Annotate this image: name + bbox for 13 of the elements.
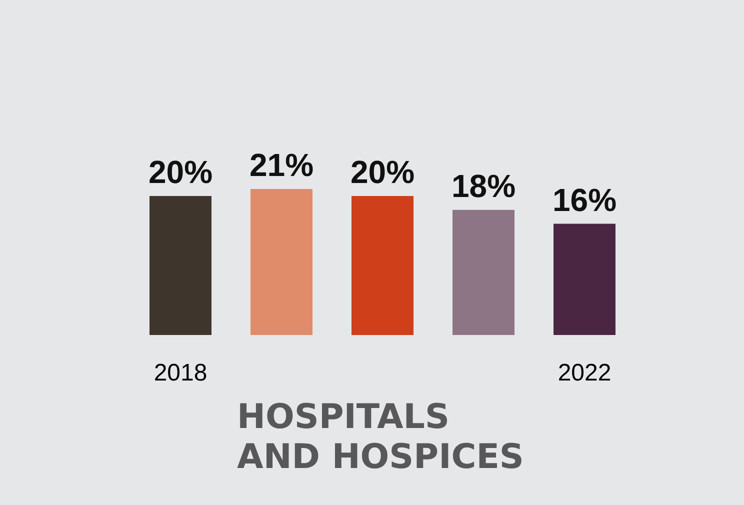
x-tick-label: 2018: [154, 360, 208, 386]
data-label: 20%: [148, 154, 213, 190]
data-label: 18%: [451, 168, 516, 204]
bar: [452, 210, 514, 335]
bar: [352, 196, 414, 335]
bar: [554, 224, 616, 335]
data-label: 20%: [350, 154, 415, 190]
data-label: 16%: [552, 182, 617, 218]
x-tick-label: 2022: [558, 360, 612, 386]
data-label: 21%: [249, 147, 314, 183]
text: HOSPITALS AND HOSPICES: [237, 397, 524, 477]
bar: [150, 196, 212, 335]
bar: [250, 189, 312, 335]
